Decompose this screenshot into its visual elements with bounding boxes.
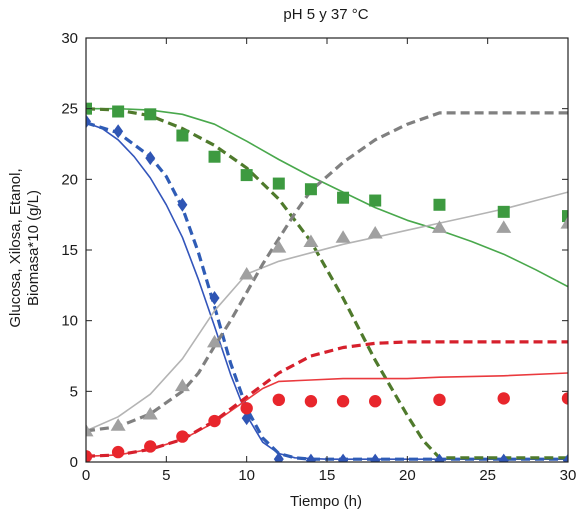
triangle-marker-2-9 (367, 226, 383, 239)
diamond-marker-0-11 (498, 453, 509, 462)
triangle-marker-2-11 (496, 220, 512, 233)
y-tick-label-0: 0 (70, 454, 78, 471)
square-marker-1-12 (562, 210, 568, 223)
y-tick-label-30: 30 (61, 30, 78, 47)
square-marker-1-1 (112, 105, 125, 118)
square-marker-1-4 (208, 150, 221, 163)
triangle-marker-2-0 (86, 423, 94, 437)
axes-frame (85, 37, 569, 463)
plot-area (86, 102, 568, 462)
x-axis-label: Tiempo (h) (290, 493, 362, 510)
square-marker-1-2 (144, 108, 157, 121)
series-line-dashed-11 (86, 340, 568, 458)
diamond-marker-0-6 (273, 452, 284, 462)
x-tick-label-15: 15 (319, 467, 336, 484)
circle-marker-3-4 (208, 414, 221, 428)
y-tick-label-10: 10 (61, 313, 78, 330)
square-marker-1-10 (433, 198, 446, 211)
series-line-solid-6 (86, 107, 568, 288)
circle-marker-3-5 (240, 402, 253, 415)
circle-marker-3-2 (144, 440, 157, 453)
circle-marker-3-12 (561, 392, 568, 405)
y-axis-label-line-2: Biomasa*10 (g/L) (25, 190, 42, 306)
axis-ticks: 0 5 10 15 20 25 30 0 5 10 15 20 25 30 (61, 30, 576, 484)
triangle-marker-2-12 (560, 216, 568, 229)
circle-marker-3-11 (497, 392, 510, 405)
x-tick-label-25: 25 (479, 467, 496, 484)
triangle-marker-2-1 (110, 418, 126, 431)
circle-marker-3-9 (369, 395, 382, 408)
square-marker-1-5 (240, 169, 253, 182)
x-tick-label-0: 0 (82, 467, 90, 484)
y-axis-label-line-1: Glucosa, Xilosa, Etanol, (7, 168, 24, 327)
triangle-marker-2-8 (335, 230, 351, 243)
circle-marker-3-1 (111, 445, 125, 459)
triangle-marker-2-10 (431, 220, 447, 233)
diamond-marker-0-3 (177, 197, 188, 212)
triangle-marker-2-5 (239, 267, 255, 280)
triangle-marker-2-3 (174, 378, 190, 392)
y-tick-label-5: 5 (70, 383, 78, 400)
y-tick-label-25: 25 (61, 101, 78, 118)
x-tick-label-5: 5 (162, 467, 170, 484)
series-line-solid-10 (86, 372, 568, 458)
diamond-marker-0-9 (370, 453, 381, 462)
circle-marker-3-6 (272, 393, 285, 407)
circle-marker-3-10 (433, 393, 446, 407)
circle-marker-3-0 (86, 450, 93, 462)
circle-marker-3-3 (176, 430, 189, 443)
square-marker-1-11 (497, 205, 510, 218)
triangle-marker-2-2 (142, 406, 158, 420)
diamond-marker-0-7 (305, 453, 316, 462)
square-marker-1-3 (176, 129, 189, 142)
diamond-marker-0-8 (338, 453, 349, 462)
diamond-marker-0-12 (563, 453, 568, 462)
triangle-marker-2-4 (207, 334, 223, 348)
square-marker-1-9 (369, 194, 382, 207)
series-line-solid-8 (86, 191, 568, 432)
triangle-marker-2-6 (271, 240, 287, 253)
x-tick-label-10: 10 (238, 467, 255, 484)
circle-marker-3-7 (304, 395, 318, 408)
diamond-marker-0-5 (241, 411, 252, 426)
y-tick-label-20: 20 (61, 171, 78, 188)
circle-marker-3-8 (336, 395, 350, 408)
x-tick-label-20: 20 (399, 467, 416, 484)
y-tick-label-15: 15 (61, 242, 78, 259)
square-marker-1-6 (272, 177, 285, 190)
series-line-dashed-5 (86, 121, 568, 461)
series-group (86, 102, 568, 462)
square-marker-1-8 (337, 191, 350, 204)
x-tick-label-30: 30 (560, 467, 577, 484)
triangle-marker-2-7 (303, 234, 319, 248)
diamond-marker-0-0 (86, 114, 91, 129)
series-line-dashed-7 (86, 107, 568, 460)
diamond-marker-0-4 (209, 291, 220, 306)
diamond-marker-0-1 (113, 124, 124, 139)
diamond-marker-0-2 (145, 151, 156, 166)
series-line-dashed-9 (86, 111, 568, 433)
diamond-marker-0-10 (434, 453, 445, 462)
chart-title: pH 5 y 37 °C (283, 6, 368, 23)
square-marker-1-7 (304, 183, 317, 196)
